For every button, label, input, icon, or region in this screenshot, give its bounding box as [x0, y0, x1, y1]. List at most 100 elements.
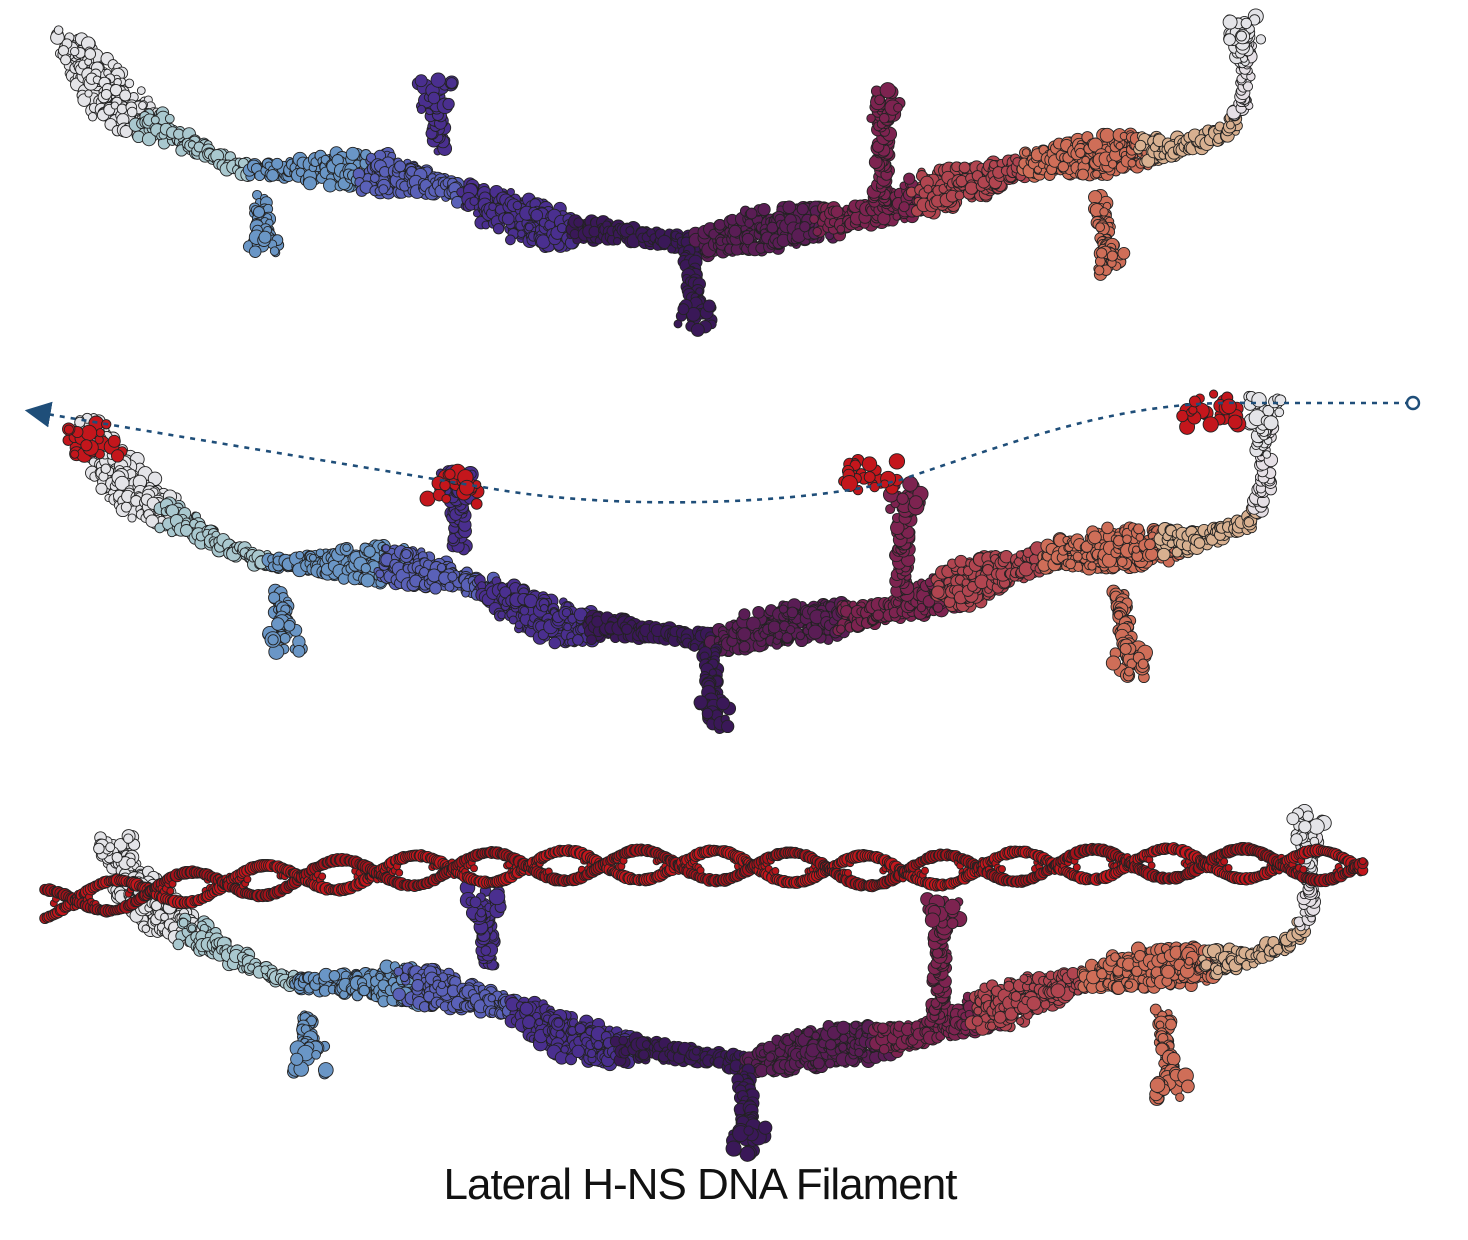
- protein-domain: [1099, 127, 1115, 143]
- protein-arm: [1096, 247, 1108, 259]
- protein-domain: [505, 234, 516, 246]
- protein-domain: [1193, 537, 1206, 549]
- protein-domain: [809, 214, 819, 224]
- protein-domain: [381, 544, 391, 553]
- protein-domain: [1145, 547, 1159, 561]
- protein-terminal: [84, 48, 97, 60]
- protein-arm: [1095, 222, 1105, 233]
- protein-domain: [1021, 148, 1031, 157]
- protein-domain: [1243, 517, 1255, 528]
- protein-domain: [266, 169, 279, 182]
- protein-domain: [556, 223, 568, 234]
- protein-domain: [540, 604, 549, 613]
- protein-arm: [879, 112, 890, 124]
- protein-domain: [714, 218, 726, 231]
- protein-domain: [752, 605, 765, 619]
- protein-domain: [625, 226, 635, 236]
- protein-domain: [812, 226, 822, 237]
- protein-domain: [898, 201, 910, 213]
- protein-domain: [95, 482, 108, 495]
- protein-domain: [363, 545, 376, 558]
- protein-domain: [501, 212, 515, 226]
- protein-domain: [689, 642, 699, 652]
- protein-domain: [124, 78, 135, 89]
- protein-arm: [866, 113, 876, 123]
- protein-domain: [120, 501, 132, 513]
- protein-domain: [109, 83, 123, 97]
- protein-domain: [136, 86, 146, 95]
- protein-domain: [836, 224, 846, 234]
- protein-domain: [164, 113, 175, 124]
- protein-domain: [958, 161, 971, 174]
- protein-domain: [100, 88, 112, 100]
- protein-domain: [271, 157, 284, 170]
- protein-domain: [524, 222, 534, 232]
- protein-domain: [1157, 547, 1171, 562]
- protein-domain: [1075, 147, 1086, 158]
- protein-arm: [1117, 246, 1131, 260]
- protein-domain: [1088, 530, 1102, 545]
- protein-domain: [903, 172, 916, 185]
- protein-domain: [1127, 158, 1137, 168]
- protein-domain: [492, 223, 505, 235]
- protein-domain: [621, 623, 633, 635]
- protein-domain: [360, 573, 375, 588]
- protein-domain: [519, 606, 530, 616]
- protein-arm: [427, 91, 441, 105]
- protein-domain: [572, 634, 584, 646]
- protein-domain: [1101, 521, 1114, 535]
- protein-domain: [447, 571, 458, 582]
- protein-domain: [517, 229, 526, 238]
- protein-arm: [690, 322, 705, 337]
- protein-domain: [141, 132, 157, 147]
- protein-domain: [1135, 533, 1145, 542]
- protein-terminal: [58, 45, 69, 57]
- protein-domain: [738, 640, 751, 653]
- protein-domain: [1077, 168, 1089, 181]
- protein-domain: [796, 203, 809, 216]
- protein-arm: [677, 303, 690, 316]
- protein-domain: [429, 582, 442, 595]
- protein-domain: [1087, 561, 1097, 571]
- protein-domain: [116, 103, 128, 115]
- protein-terminal: [60, 54, 72, 66]
- protein-arm: [414, 74, 428, 88]
- protein-domain: [964, 181, 979, 195]
- protein-arm: [258, 230, 272, 244]
- protein-domain: [954, 554, 968, 568]
- protein-arm: [673, 319, 683, 329]
- protein-domain: [1122, 534, 1132, 544]
- protein-domain: [303, 176, 317, 191]
- protein-domain: [1072, 551, 1083, 562]
- protein-domain: [1132, 545, 1141, 554]
- protein-domain: [506, 187, 515, 197]
- protein-domain: [563, 622, 572, 632]
- protein-domain: [126, 106, 138, 118]
- protein-domain: [138, 101, 147, 110]
- protein-domain: [932, 602, 944, 613]
- protein-arm: [445, 77, 458, 89]
- protein-domain: [799, 221, 811, 233]
- protein-arm: [1088, 190, 1103, 205]
- protein-domain: [1144, 538, 1156, 551]
- protein-domain: [548, 636, 562, 650]
- protein-domain: [119, 89, 132, 102]
- protein-domain: [786, 606, 799, 619]
- protein-domain: [394, 160, 407, 173]
- protein-arm: [416, 104, 426, 114]
- protein-domain: [745, 207, 758, 220]
- protein-arm: [1223, 33, 1236, 46]
- protein-domain: [573, 217, 584, 228]
- protein-domain: [728, 224, 742, 238]
- protein-domain: [931, 585, 945, 599]
- protein-domain: [469, 196, 479, 206]
- protein-arm: [269, 246, 280, 256]
- protein-domain: [84, 89, 93, 98]
- protein-arm: [1222, 14, 1238, 30]
- panel-top: [50, 8, 1267, 337]
- protein-domain: [360, 563, 371, 574]
- protein-domain: [836, 624, 846, 634]
- protein-arm: [879, 82, 896, 99]
- protein-domain: [613, 237, 622, 246]
- protein-domain: [1133, 523, 1145, 535]
